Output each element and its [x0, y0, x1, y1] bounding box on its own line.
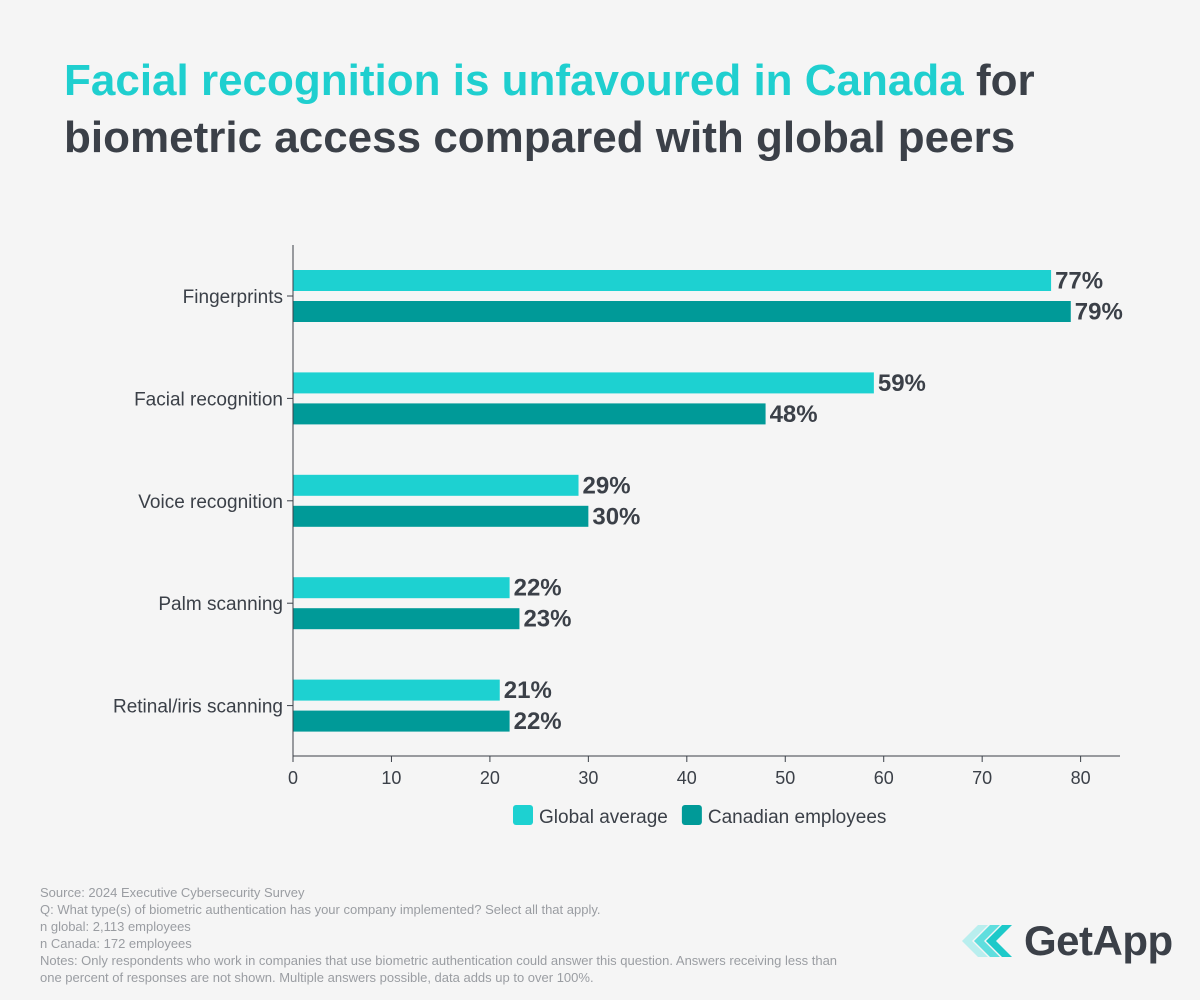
bar-voice-recognition-canadian-employees	[293, 505, 589, 527]
legend-label-canadian-employees: Canadian employees	[708, 807, 887, 828]
x-tick-label-70: 70	[972, 768, 992, 788]
legend-swatch-global-average	[513, 805, 533, 825]
data-label-fingerprints-global-average: 77%	[1055, 268, 1103, 295]
category-label-palm-scanning: Palm scanning	[158, 594, 283, 615]
category-label-facial-recognition: Facial recognition	[134, 389, 283, 410]
bar-palm-scanning-canadian-employees	[293, 608, 520, 630]
data-label-palm-scanning-global-average: 22%	[514, 575, 562, 602]
data-label-palm-scanning-canadian-employees: 23%	[523, 606, 571, 633]
labels-group: 77% 79% Fingerprints 59% 48% Facial recogniti…	[113, 268, 1123, 736]
bar-palm-scanning-global-average	[293, 577, 510, 599]
bar-fingerprints-global-average	[293, 270, 1052, 291]
getapp-logo-text: GetApp	[1024, 917, 1173, 964]
bar-retinal-iris-scanning-canadian-employees	[293, 710, 510, 732]
x-tick-label-0: 0	[288, 768, 298, 788]
bar-fingerprints-canadian-employees	[293, 301, 1071, 322]
chart-title-rest: for biometric access compared with globa…	[64, 56, 1035, 162]
category-label-voice-recognition: Voice recognition	[138, 492, 283, 513]
x-tick-label-50: 50	[775, 768, 795, 788]
footnotes: Source: 2024 Executive Cybersecurity Sur…	[40, 884, 860, 986]
footnote-notes: Notes: Only respondents who work in comp…	[40, 953, 838, 985]
legend: Global average Canadian employees	[513, 805, 886, 828]
footnote-n-global: n global: 2,113 employees	[40, 919, 191, 934]
data-label-retinal-iris-scanning-global-average: 21%	[504, 677, 552, 704]
x-tick-label-80: 80	[1071, 768, 1091, 788]
bar-facial-recognition-global-average	[293, 372, 874, 394]
legend-label-global-average: Global average	[539, 807, 668, 828]
axes-group: 0 10 20 30 40 50 60 70 80	[287, 245, 1120, 788]
data-label-voice-recognition-global-average: 29%	[583, 472, 631, 499]
x-tick-label-10: 10	[381, 768, 401, 788]
footnote-source: Source: 2024 Executive Cybersecurity Sur…	[40, 885, 305, 900]
bar-voice-recognition-global-average	[293, 474, 579, 496]
footnote-n-canada: n Canada: 172 employees	[40, 936, 192, 951]
getapp-logo: GetApp	[962, 917, 1173, 964]
x-tick-label-30: 30	[578, 768, 598, 788]
x-tick-label-40: 40	[677, 768, 697, 788]
bars-group	[293, 270, 1071, 732]
bar-chart: 77% 79% Fingerprints 59% 48% Facial recogniti…	[113, 245, 1123, 828]
data-label-facial-recognition-canadian-employees: 48%	[770, 401, 818, 428]
x-tick-label-20: 20	[480, 768, 500, 788]
chart-title: Facial recognition is unfavoured in Cana…	[64, 52, 1144, 166]
category-label-fingerprints: Fingerprints	[183, 287, 283, 308]
x-tick-label-60: 60	[874, 768, 894, 788]
data-label-fingerprints-canadian-employees: 79%	[1075, 299, 1123, 326]
legend-swatch-canadian-employees	[681, 805, 702, 825]
category-label-retinal-iris-scanning: Retinal/iris scanning	[113, 697, 283, 718]
data-label-facial-recognition-global-average: 59%	[878, 370, 926, 397]
data-label-retinal-iris-scanning-canadian-employees: 22%	[514, 708, 562, 735]
bar-facial-recognition-canadian-employees	[293, 403, 766, 425]
footnote-question: Q: What type(s) of biometric authenticat…	[40, 902, 601, 917]
chart-title-highlight: Facial recognition is unfavoured in Cana…	[64, 56, 964, 105]
data-label-voice-recognition-canadian-employees: 30%	[592, 503, 640, 530]
bar-retinal-iris-scanning-global-average	[293, 679, 500, 701]
getapp-chevrons-icon	[962, 925, 1012, 957]
